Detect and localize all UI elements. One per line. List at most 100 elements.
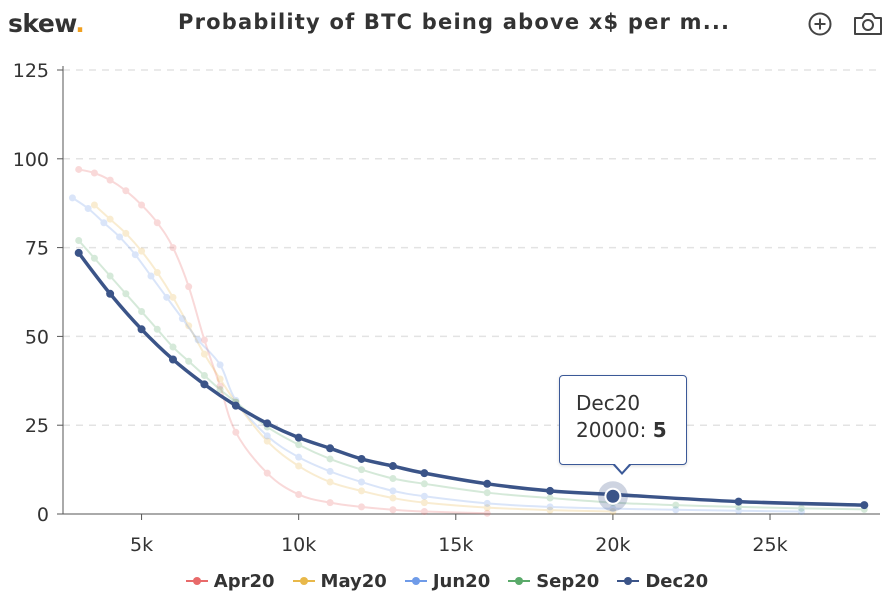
data-point[interactable] bbox=[163, 293, 171, 301]
data-point[interactable] bbox=[106, 272, 114, 280]
legend-item-jun20[interactable]: Jun20 bbox=[404, 571, 490, 592]
data-point[interactable] bbox=[185, 283, 193, 291]
data-point[interactable] bbox=[138, 247, 146, 255]
data-point[interactable] bbox=[295, 462, 303, 470]
data-point[interactable] bbox=[295, 453, 303, 461]
data-point[interactable] bbox=[68, 194, 76, 202]
series-apr20[interactable] bbox=[75, 165, 491, 517]
data-point[interactable] bbox=[90, 169, 98, 177]
data-point[interactable] bbox=[483, 509, 491, 517]
data-point[interactable] bbox=[483, 489, 491, 497]
data-point[interactable] bbox=[295, 490, 303, 498]
data-point[interactable] bbox=[216, 361, 224, 369]
data-point[interactable] bbox=[483, 504, 491, 512]
data-point[interactable] bbox=[294, 433, 303, 442]
data-point[interactable] bbox=[263, 432, 271, 440]
series-jun20[interactable] bbox=[68, 194, 805, 516]
data-point[interactable] bbox=[672, 506, 680, 514]
data-point[interactable] bbox=[216, 375, 224, 383]
data-point[interactable] bbox=[169, 343, 177, 351]
data-point[interactable] bbox=[389, 474, 397, 482]
data-point[interactable] bbox=[420, 469, 429, 478]
data-point[interactable] bbox=[358, 478, 366, 486]
legend-item-apr20[interactable]: Apr20 bbox=[185, 571, 275, 592]
data-point[interactable] bbox=[185, 322, 193, 330]
data-point[interactable] bbox=[358, 487, 366, 495]
screenshot-button[interactable] bbox=[852, 10, 884, 38]
data-point[interactable] bbox=[168, 355, 177, 364]
series-dec20[interactable] bbox=[74, 248, 869, 510]
data-point[interactable] bbox=[483, 499, 491, 507]
data-point[interactable] bbox=[153, 325, 161, 333]
data-point[interactable] bbox=[388, 462, 397, 471]
data-point[interactable] bbox=[420, 499, 428, 507]
data-point[interactable] bbox=[106, 176, 114, 184]
data-point[interactable] bbox=[326, 499, 334, 507]
data-point[interactable] bbox=[420, 480, 428, 488]
data-point[interactable] bbox=[147, 272, 155, 280]
data-point[interactable] bbox=[263, 437, 271, 445]
data-point[interactable] bbox=[216, 382, 224, 390]
data-point[interactable] bbox=[74, 248, 83, 257]
data-point[interactable] bbox=[169, 244, 177, 252]
data-point[interactable] bbox=[546, 503, 554, 511]
data-point[interactable] bbox=[194, 336, 202, 344]
data-point[interactable] bbox=[326, 467, 334, 475]
data-point[interactable] bbox=[122, 290, 130, 298]
data-point[interactable] bbox=[734, 497, 743, 506]
data-point[interactable] bbox=[357, 454, 366, 463]
data-point[interactable] bbox=[546, 506, 554, 514]
data-point[interactable] bbox=[106, 289, 115, 298]
data-point[interactable] bbox=[131, 251, 139, 259]
data-point[interactable] bbox=[797, 504, 805, 512]
zoom-button[interactable] bbox=[806, 10, 834, 38]
data-point[interactable] bbox=[122, 229, 130, 237]
data-point[interactable] bbox=[672, 501, 680, 509]
data-point[interactable] bbox=[100, 219, 108, 227]
data-point[interactable] bbox=[75, 236, 83, 244]
data-point[interactable] bbox=[200, 336, 208, 344]
legend-item-may20[interactable]: May20 bbox=[292, 571, 387, 592]
highlight-marker[interactable] bbox=[604, 487, 622, 505]
data-point[interactable] bbox=[200, 371, 208, 379]
data-point[interactable] bbox=[609, 508, 617, 516]
data-point[interactable] bbox=[169, 293, 177, 301]
data-point[interactable] bbox=[106, 215, 114, 223]
data-point[interactable] bbox=[116, 233, 124, 241]
data-point[interactable] bbox=[90, 201, 98, 209]
data-point[interactable] bbox=[609, 505, 617, 513]
data-point[interactable] bbox=[263, 469, 271, 477]
data-point[interactable] bbox=[860, 501, 869, 510]
data-point[interactable] bbox=[389, 506, 397, 514]
data-point[interactable] bbox=[122, 187, 130, 195]
data-point[interactable] bbox=[263, 419, 272, 428]
legend-item-sep20[interactable]: Sep20 bbox=[508, 571, 599, 592]
legend-item-dec20[interactable]: Dec20 bbox=[617, 571, 708, 592]
data-point[interactable] bbox=[326, 444, 335, 453]
data-point[interactable] bbox=[138, 201, 146, 209]
data-point[interactable] bbox=[200, 380, 209, 389]
data-point[interactable] bbox=[200, 350, 208, 358]
data-point[interactable] bbox=[326, 478, 334, 486]
data-point[interactable] bbox=[90, 254, 98, 262]
skew-logo[interactable]: skew. bbox=[8, 9, 85, 38]
data-point[interactable] bbox=[546, 486, 555, 495]
data-point[interactable] bbox=[138, 308, 146, 316]
data-point[interactable] bbox=[546, 494, 554, 502]
data-point[interactable] bbox=[153, 268, 161, 276]
data-point[interactable] bbox=[735, 507, 743, 515]
data-point[interactable] bbox=[389, 494, 397, 502]
data-point[interactable] bbox=[178, 315, 186, 323]
data-point[interactable] bbox=[216, 386, 224, 394]
data-point[interactable] bbox=[185, 357, 193, 365]
data-point[interactable] bbox=[389, 487, 397, 495]
data-point[interactable] bbox=[797, 508, 805, 516]
data-point[interactable] bbox=[326, 455, 334, 463]
data-point[interactable] bbox=[153, 219, 161, 227]
data-point[interactable] bbox=[358, 466, 366, 474]
data-point[interactable] bbox=[84, 205, 92, 213]
data-point[interactable] bbox=[232, 428, 240, 436]
data-point[interactable] bbox=[420, 492, 428, 500]
data-point[interactable] bbox=[75, 165, 83, 173]
data-point[interactable] bbox=[483, 479, 492, 488]
